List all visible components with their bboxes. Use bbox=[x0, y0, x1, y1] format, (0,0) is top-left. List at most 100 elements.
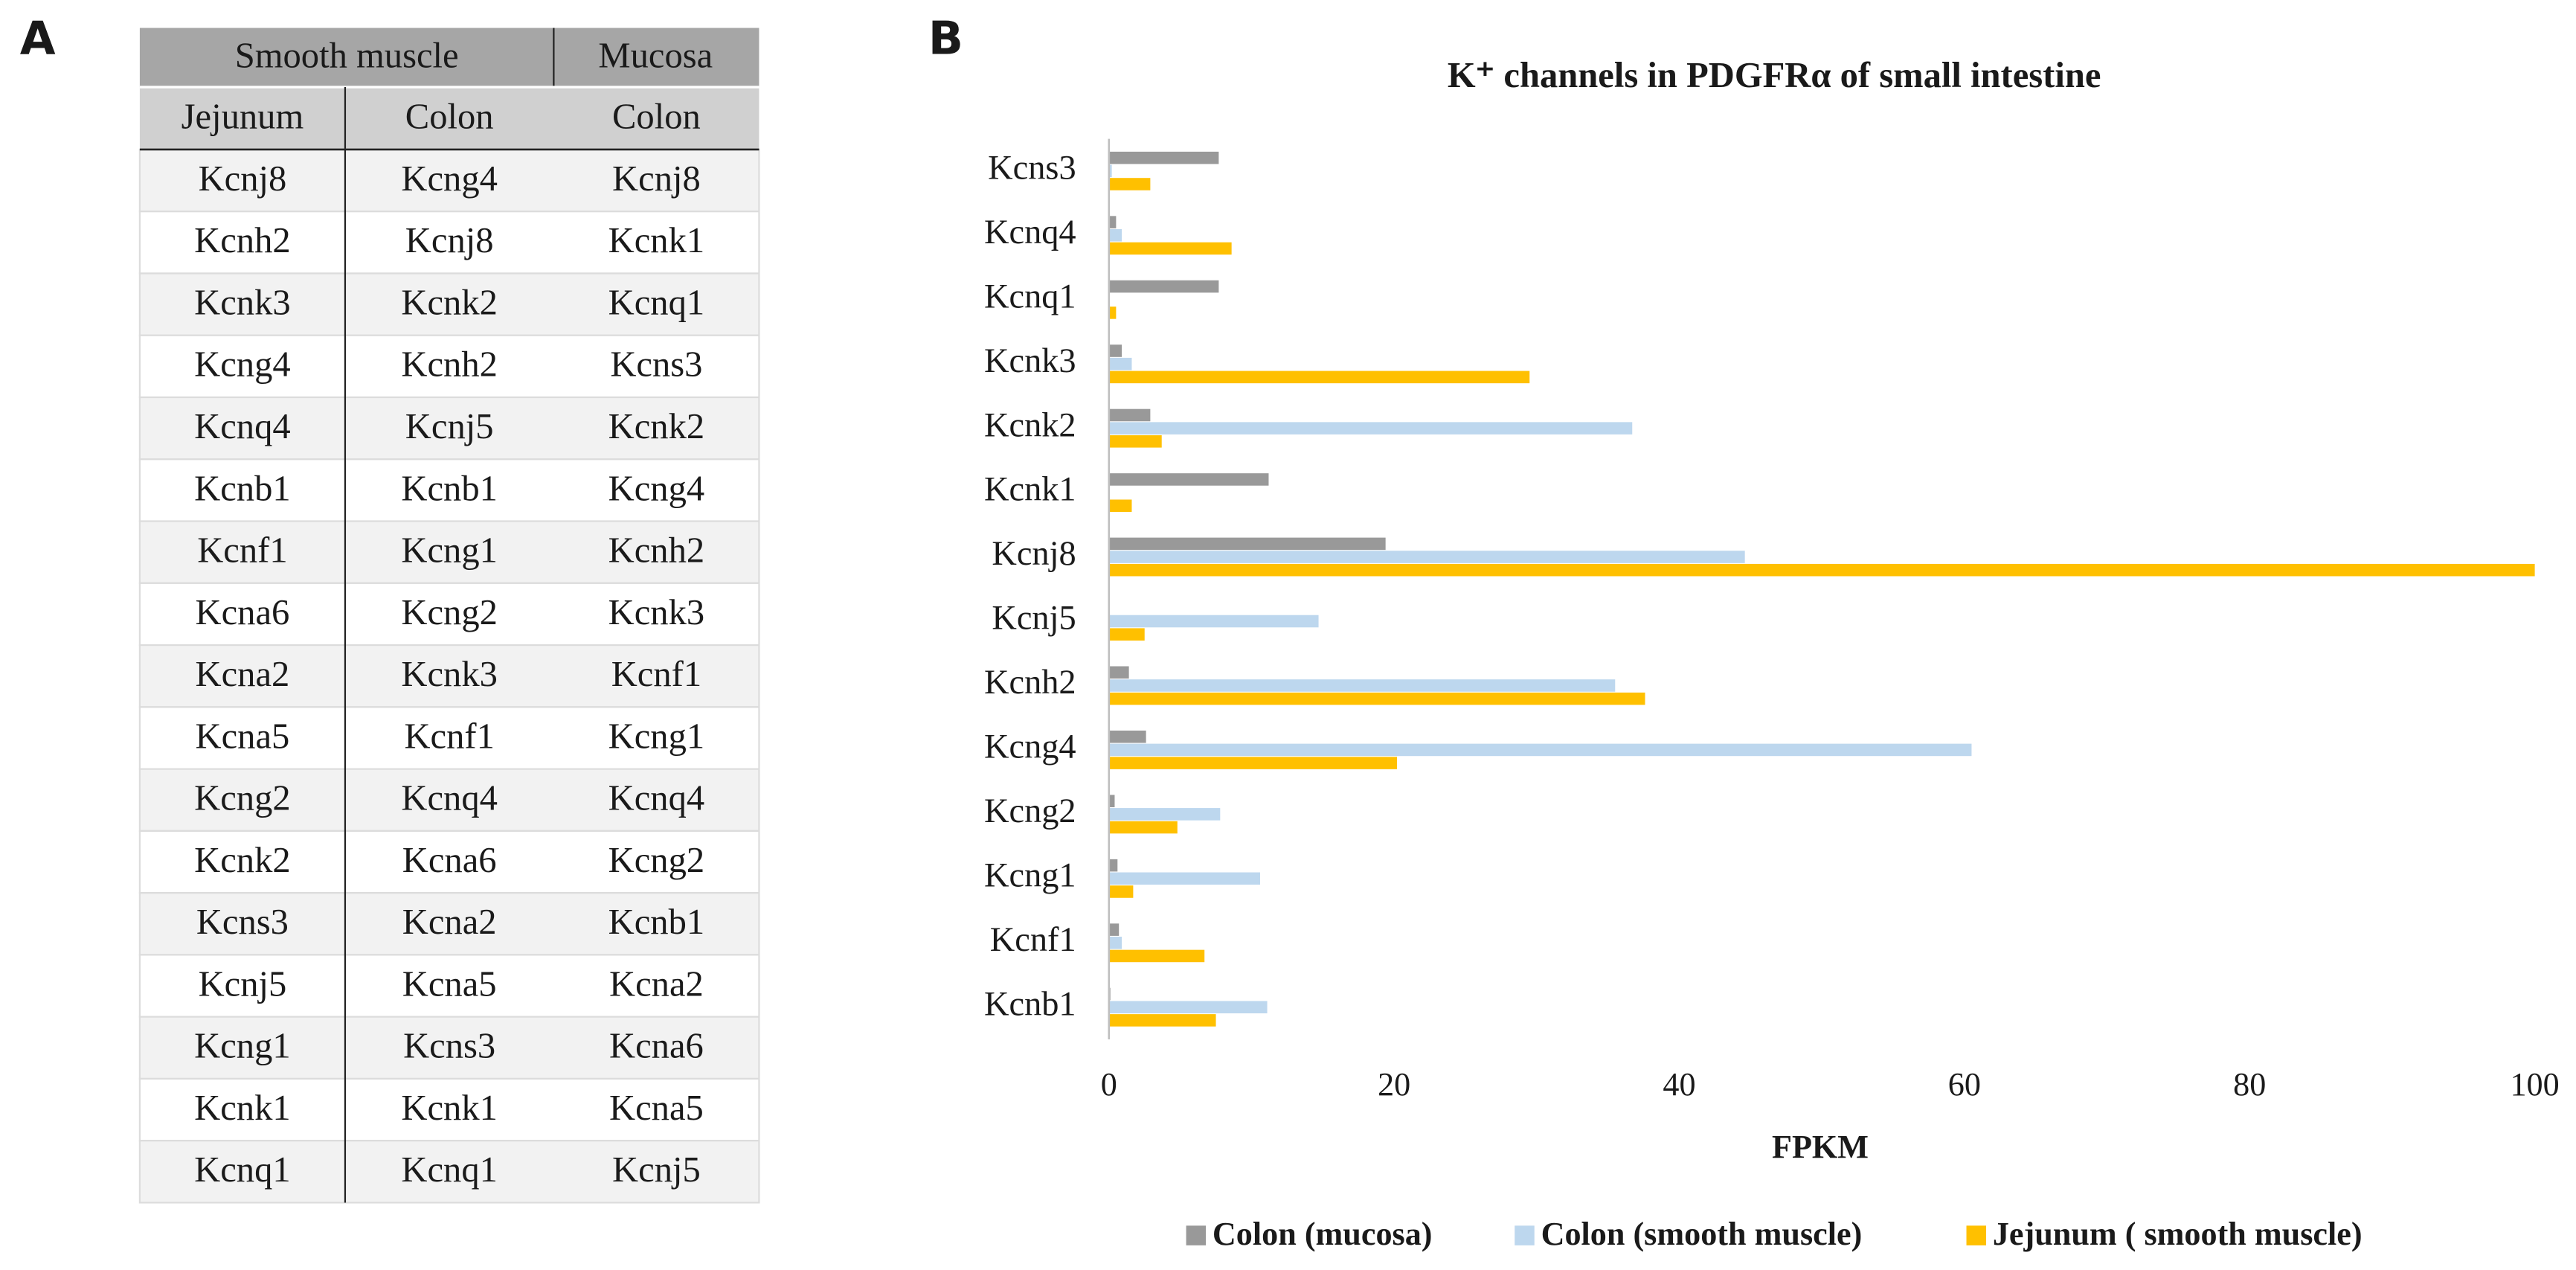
cell: Kcnk3 bbox=[194, 282, 291, 322]
bar bbox=[1108, 757, 1397, 769]
bar bbox=[1108, 344, 1122, 357]
x-tick-label: 0 bbox=[1101, 1066, 1117, 1103]
bar bbox=[1108, 730, 1146, 743]
row-bg bbox=[138, 706, 760, 770]
cell: Kcnk2 bbox=[401, 282, 498, 322]
row-bg bbox=[138, 768, 760, 832]
row-bg bbox=[138, 582, 760, 647]
cell: Kcns3 bbox=[610, 344, 702, 385]
cell: Kcnk2 bbox=[194, 840, 291, 880]
cell: Kcnf1 bbox=[197, 530, 287, 571]
bar bbox=[1108, 615, 1319, 628]
bar bbox=[1108, 808, 1221, 821]
bar bbox=[1108, 151, 1219, 164]
bar bbox=[1108, 473, 1269, 486]
legend-swatch bbox=[1186, 1225, 1207, 1245]
cell: Kcnq1 bbox=[608, 282, 705, 322]
bar bbox=[1108, 422, 1633, 434]
bar bbox=[1108, 743, 1972, 757]
y-tick-label: Kcnb1 bbox=[984, 985, 1076, 1023]
x-axis-title: FPKM bbox=[1772, 1129, 1869, 1165]
row-bg bbox=[138, 458, 760, 522]
cell: Kcnb1 bbox=[194, 468, 291, 508]
cell: Kcnk3 bbox=[401, 654, 498, 694]
cell: Kcng1 bbox=[608, 716, 705, 756]
cell: Kcns3 bbox=[403, 1026, 495, 1066]
header-sub-bg bbox=[139, 87, 759, 150]
cell: Kcng1 bbox=[194, 1026, 291, 1066]
row-bg bbox=[138, 1016, 760, 1080]
cell: Kcnh2 bbox=[401, 344, 498, 385]
header-cell: Colon bbox=[405, 96, 494, 136]
cell: Kcnq4 bbox=[194, 406, 291, 446]
bar bbox=[1108, 628, 1145, 641]
cell: Kcna2 bbox=[609, 963, 704, 1004]
y-tick-label: Kcnf1 bbox=[990, 921, 1076, 959]
bar bbox=[1108, 228, 1122, 242]
bar bbox=[1108, 563, 2535, 577]
bar bbox=[1108, 499, 1132, 513]
bar bbox=[1108, 551, 1745, 563]
cell: Kcnj8 bbox=[199, 158, 287, 199]
row-bg bbox=[138, 148, 760, 213]
bar bbox=[1108, 164, 1112, 178]
row-bg bbox=[138, 1077, 760, 1142]
legend-label: Jejunum ( smooth muscle) bbox=[1993, 1216, 2363, 1252]
x-tick-label: 20 bbox=[1378, 1066, 1410, 1103]
cell: Kcnb1 bbox=[608, 902, 705, 942]
cell: Kcnk1 bbox=[608, 220, 705, 260]
cell: Kcnq1 bbox=[401, 1149, 498, 1190]
legend-swatch bbox=[1966, 1225, 1987, 1245]
cell: Kcng4 bbox=[194, 344, 291, 385]
header-cell: Mucosa bbox=[598, 36, 713, 76]
bar bbox=[1108, 795, 1115, 807]
y-tick-label: Kcnq1 bbox=[984, 278, 1076, 315]
cell: Kcnj8 bbox=[405, 220, 494, 260]
bar bbox=[1108, 1014, 1216, 1027]
legend-label: Colon (smooth muscle) bbox=[1541, 1216, 1863, 1252]
cell: Kcng2 bbox=[194, 778, 291, 818]
panel-label: A bbox=[20, 11, 56, 65]
bar bbox=[1108, 216, 1117, 228]
x-tick-label: 60 bbox=[1948, 1066, 1981, 1103]
cell: Kcnk1 bbox=[194, 1088, 291, 1128]
y-tick-label: Kcnj5 bbox=[992, 600, 1076, 638]
cell: Kcng2 bbox=[608, 840, 705, 880]
cell: Kcnj5 bbox=[199, 963, 287, 1004]
legend-swatch bbox=[1515, 1225, 1535, 1245]
chart-title: K⁺ channels in PDGFRα of small intestine bbox=[1448, 55, 2101, 95]
header-cell: Colon bbox=[612, 96, 701, 136]
bar bbox=[1108, 435, 1162, 448]
bar bbox=[1108, 280, 1219, 293]
bar bbox=[1108, 307, 1117, 319]
cell: Kcnj8 bbox=[612, 158, 701, 199]
y-tick-label: Kcnk3 bbox=[984, 342, 1076, 380]
bar bbox=[1108, 872, 1260, 885]
x-tick-label: 40 bbox=[1663, 1066, 1695, 1103]
panel-label: B bbox=[928, 11, 963, 65]
cell: Kcnk1 bbox=[401, 1088, 498, 1128]
y-tick-label: Kcng2 bbox=[984, 792, 1076, 830]
cell: Kcng4 bbox=[401, 158, 498, 199]
row-bg bbox=[138, 954, 760, 1018]
cell: Kcnf1 bbox=[404, 716, 494, 756]
cell: Kcna5 bbox=[609, 1088, 704, 1128]
cell: Kcna2 bbox=[402, 902, 497, 942]
bar bbox=[1108, 949, 1205, 963]
legend-label: Colon (mucosa) bbox=[1212, 1216, 1433, 1252]
cell: Kcnh2 bbox=[194, 220, 291, 260]
header-top-bg bbox=[139, 28, 759, 88]
bar bbox=[1108, 242, 1232, 255]
y-tick-label: Kcng4 bbox=[984, 728, 1076, 766]
cell: Kcnj5 bbox=[405, 406, 494, 446]
cell: Kcng1 bbox=[401, 530, 498, 571]
bar bbox=[1108, 537, 1386, 551]
y-tick-label: Kcnk1 bbox=[984, 471, 1076, 509]
cell: Kcns3 bbox=[196, 902, 289, 942]
y-tick-label: Kcng1 bbox=[984, 856, 1076, 894]
bar bbox=[1108, 371, 1530, 384]
bar bbox=[1108, 923, 1120, 936]
cell: Kcnq4 bbox=[608, 778, 705, 818]
row-bg bbox=[138, 644, 760, 708]
